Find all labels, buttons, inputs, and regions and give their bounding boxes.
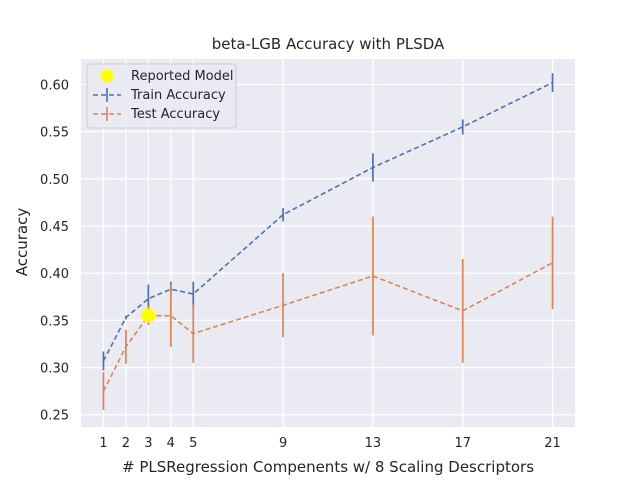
legend: Reported Model Train Accuracy Test Accur… bbox=[86, 63, 237, 129]
y-tick-label: 0.50 bbox=[40, 173, 69, 188]
x-tick-label: 13 bbox=[365, 436, 382, 451]
legend-train-label: Train Accuracy bbox=[130, 88, 226, 103]
x-tick-label: 5 bbox=[189, 436, 197, 451]
series-layer bbox=[102, 73, 554, 411]
x-tick-label: 21 bbox=[544, 436, 561, 451]
y-axis-title: Accuracy bbox=[13, 208, 31, 277]
series-test bbox=[102, 216, 554, 411]
x-tick-label: 1 bbox=[99, 436, 107, 451]
x-tick-label: 17 bbox=[454, 436, 471, 451]
x-tick-label: 4 bbox=[167, 436, 175, 451]
y-tick-label: 0.40 bbox=[40, 267, 69, 282]
highlight-layer bbox=[141, 308, 156, 323]
legend-reported-model-label: Reported Model bbox=[131, 69, 234, 84]
y-tick-label: 0.45 bbox=[40, 220, 69, 235]
y-tick-label: 0.55 bbox=[40, 126, 69, 141]
y-tick-label: 0.35 bbox=[40, 314, 69, 329]
legend-box bbox=[86, 63, 237, 129]
legend-test-label: Test Accuracy bbox=[130, 107, 220, 122]
y-tick-label: 0.30 bbox=[40, 362, 69, 377]
x-tick-label: 9 bbox=[279, 436, 287, 451]
y-tick-label: 0.60 bbox=[40, 78, 69, 93]
tick-labels: 1 2 3 4 5 9 13 17 21 0.25 0.30 0.35 0.40 0.45 0.50 0.55… bbox=[40, 78, 561, 451]
train-accuracy-line bbox=[102, 81, 553, 362]
x-axis-title: # PLSRegression Compenents w/ 8 Scaling … bbox=[122, 458, 534, 476]
x-tick-label: 3 bbox=[144, 436, 152, 451]
chart-title: beta-LGB Accuracy with PLSDA bbox=[212, 35, 445, 53]
legend-reported-model-marker bbox=[100, 69, 114, 83]
x-tick-label: 2 bbox=[122, 436, 130, 451]
y-tick-label: 0.25 bbox=[40, 409, 69, 424]
reported-model-marker bbox=[141, 308, 156, 323]
